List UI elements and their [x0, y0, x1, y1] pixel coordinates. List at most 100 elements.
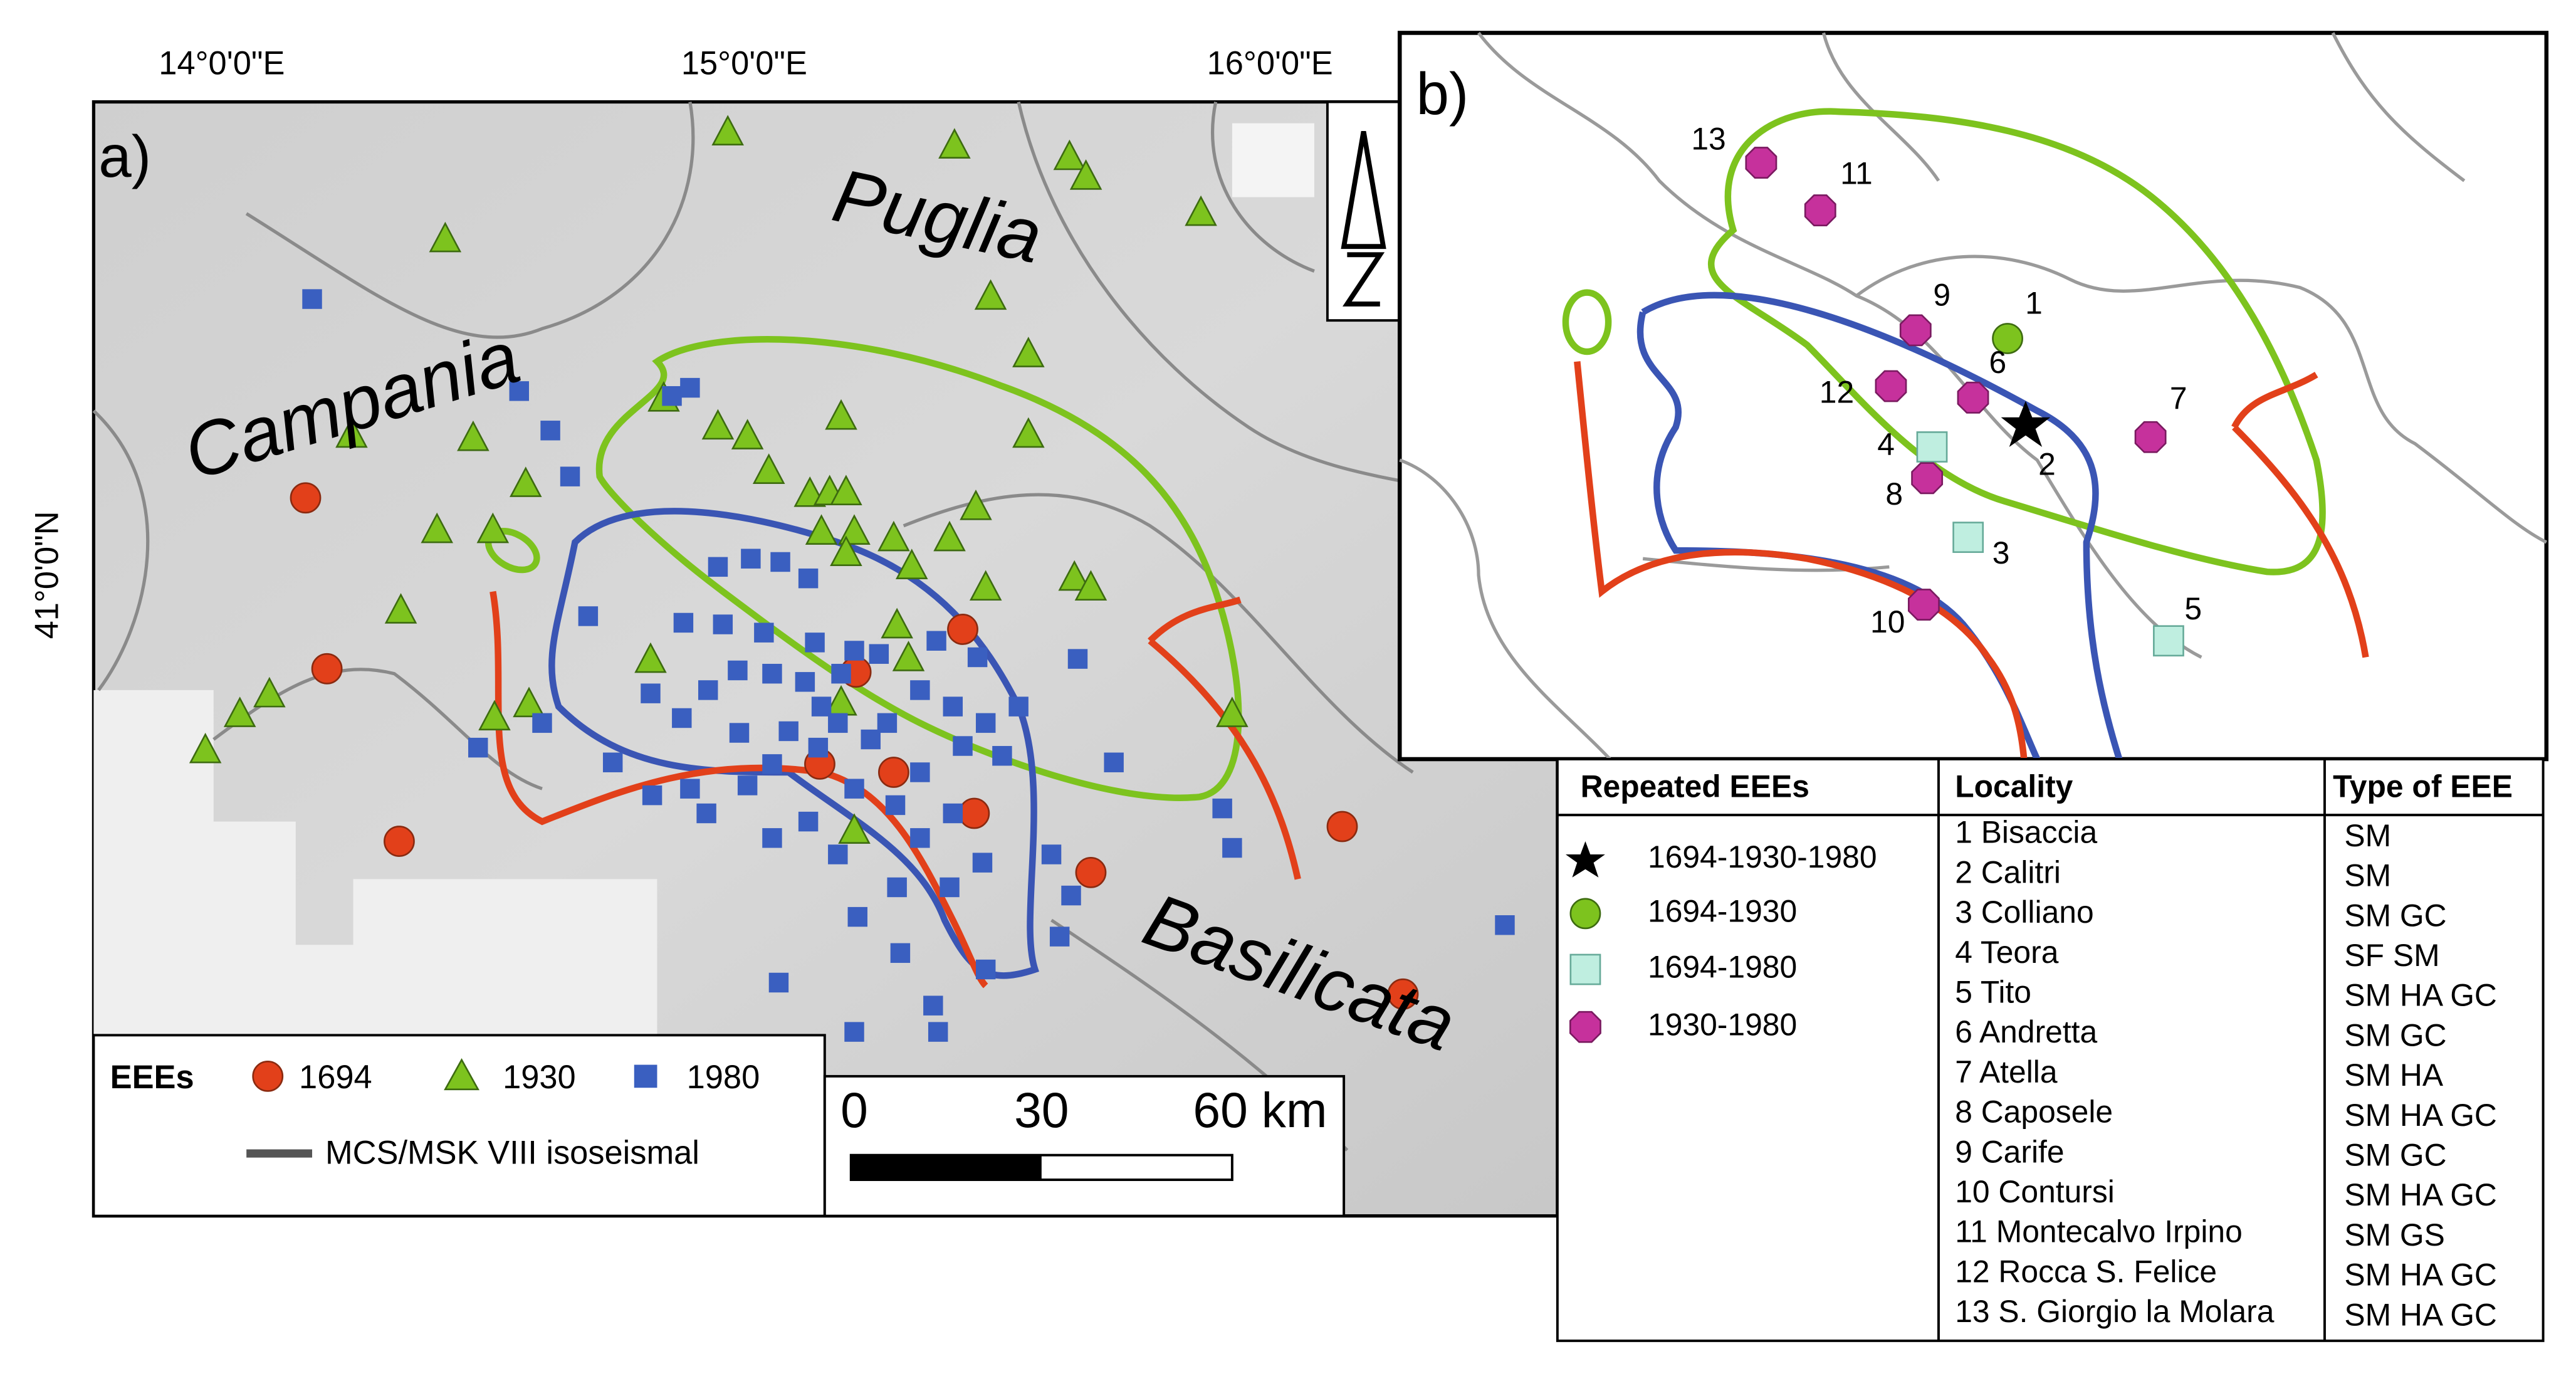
map-shape [1565, 841, 1605, 878]
eee-type: SM HA GC [2344, 1297, 2497, 1332]
event-1980 [540, 421, 560, 441]
event-1980 [975, 959, 996, 980]
event-1930 [838, 813, 871, 844]
event-1930 [1012, 417, 1045, 448]
event-1930 [805, 514, 838, 545]
map-shape [851, 1155, 1042, 1180]
event-1980 [928, 1022, 948, 1042]
event-1980 [673, 612, 694, 633]
square-marker [1916, 431, 1948, 463]
eee-type: SM HA GC [2344, 978, 2497, 1013]
event-1980 [1222, 837, 1242, 858]
event-1980 [967, 647, 988, 668]
locality: 5 Tito [1955, 975, 2031, 1010]
event-1930 [969, 570, 1002, 601]
event-1930 [1053, 139, 1086, 171]
event-1930 [877, 520, 910, 552]
label: 1930 [503, 1059, 576, 1096]
eee-type: SM GC [2344, 1017, 2446, 1053]
event-1980 [1061, 885, 1081, 906]
octagon-marker [2134, 421, 2167, 453]
point-label: 6 [1989, 345, 2006, 380]
map-shape [1232, 123, 1314, 197]
event-1980 [509, 381, 530, 401]
event-1980 [805, 633, 825, 653]
event-1980 [811, 696, 832, 717]
event-1694 [311, 653, 343, 685]
map-shape [252, 1060, 284, 1092]
event-1980 [831, 663, 851, 684]
point-label: 13 [1691, 122, 1725, 157]
event-1980 [910, 762, 930, 782]
locality: 11 Montecalvo Irpino [1955, 1214, 2243, 1249]
event-1980 [795, 672, 815, 692]
map-shape [1148, 596, 1301, 880]
event-1930 [892, 641, 925, 671]
eee-type: SM [2344, 858, 2391, 893]
octagon-marker [1907, 589, 1940, 621]
event-1930 [1012, 337, 1045, 367]
event-1980 [762, 828, 782, 848]
event-1980 [1041, 844, 1062, 864]
event-1930 [752, 453, 785, 484]
event-1930 [1216, 696, 1249, 727]
map-shape: 1694-1930-1980 1694-1930 1694-1980 1930-198… [1569, 815, 2497, 1332]
event-1980 [302, 289, 322, 309]
event-1980 [680, 779, 700, 799]
event-1980 [861, 729, 881, 750]
eee-type: SM GC [2344, 898, 2446, 933]
event-1980 [975, 713, 996, 733]
event-1930 [421, 512, 453, 543]
event-1980 [1008, 696, 1029, 717]
star-marker [2001, 401, 2051, 447]
event-1694 [1075, 856, 1107, 888]
event-1980 [468, 737, 488, 758]
label: 41°0'0"N [29, 511, 65, 639]
event-1980 [560, 466, 580, 486]
eee-type: SF SM [2344, 938, 2439, 973]
event-1980 [728, 660, 748, 681]
event-1980 [696, 803, 716, 824]
event-1694 [878, 757, 909, 788]
map-shape [1399, 458, 1611, 760]
point-label: 1 [2025, 286, 2043, 321]
label: 0 [840, 1083, 868, 1138]
point-label: 10 [1870, 604, 1905, 639]
event-1930 [253, 676, 286, 708]
event-1980 [602, 752, 623, 772]
event-1980 [578, 606, 599, 626]
event-1980 [890, 943, 911, 963]
label: 15°0'0"E [681, 46, 807, 82]
locality: 9 Carife [1955, 1134, 2064, 1169]
event-1980 [887, 877, 907, 898]
event-1980 [713, 614, 733, 634]
eee-type: SM [2344, 818, 2391, 853]
event-1980 [737, 775, 758, 795]
legend-label: 1930-1980 [1648, 1007, 1797, 1042]
point-label: 8 [1885, 476, 1903, 512]
event-1980 [768, 972, 789, 993]
locality: 4 Teora [1955, 935, 2059, 970]
map-shape [595, 336, 1242, 801]
circle-marker [1992, 323, 2023, 354]
map-shape [1562, 289, 1612, 355]
event-1980 [762, 754, 782, 774]
event-1694 [958, 797, 990, 829]
event-1980 [992, 746, 1012, 766]
label: MCS/MSK VIII isoseismal [325, 1135, 699, 1172]
map-shape [634, 1064, 657, 1088]
event-1930 [223, 696, 256, 727]
event-1980 [1067, 649, 1088, 669]
event-1980 [641, 683, 661, 703]
locality: 8 Caposele [1955, 1095, 2113, 1130]
locality: 12 Rocca S. Felice [1955, 1254, 2217, 1289]
event-1930 [711, 115, 744, 145]
locality: 1 Bisaccia [1955, 815, 2097, 850]
map-shape [548, 508, 1039, 979]
label: a) [98, 123, 151, 189]
event-1980 [943, 696, 963, 717]
map-shape [93, 690, 657, 1036]
